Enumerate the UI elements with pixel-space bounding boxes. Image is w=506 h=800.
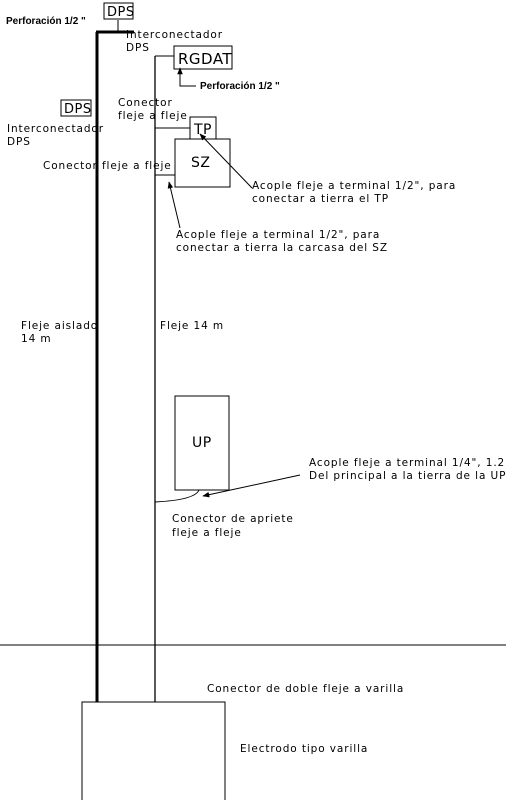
acople-sz-label-1: Acople fleje a terminal 1/2", para: [176, 229, 380, 241]
acople-tp-label-2: conectar a tierra el TP: [252, 193, 389, 205]
up-box: [174, 395, 230, 491]
sz-leader: [167, 181, 181, 229]
acople-up-label-1: Acople fleje a terminal 1/4", 1.2m: [309, 457, 506, 469]
fleje-14-label: Fleje 14 m: [160, 320, 224, 332]
rgdat-box: [173, 45, 233, 70]
rgdat-label: RGDAT: [178, 50, 232, 68]
foundation-outline: [81, 701, 226, 800]
dps-label-1: DPS: [126, 42, 150, 54]
up-label: UP: [192, 435, 212, 451]
apriete-label-2: fleje a fleje: [172, 527, 242, 539]
rgdat-perforation-leader: [177, 67, 196, 87]
fleje-aislado-label-2: 14 m: [21, 333, 52, 345]
dps-top-label: DPS: [107, 5, 135, 20]
up-ground-curve: [154, 489, 200, 503]
interconectador-label-1: Interconectador: [126, 29, 223, 41]
fleje-aislado-label-1: Fleje aislado: [21, 320, 98, 332]
conector-fleje-label: Conector fleje a fleje: [43, 160, 172, 172]
tp-leader: [199, 133, 253, 189]
perforacion-rgdat-label: Perforación 1/2 ": [200, 81, 280, 92]
dps-left-box: [60, 99, 92, 117]
acople-up-label-2: Del principal a la tierra de la UP: [309, 470, 506, 482]
apriete-label-1: Conector de apriete: [172, 513, 294, 525]
conector-label-1: Conector: [118, 97, 173, 109]
perforacion-top-label: Perforación 1/2 ": [6, 16, 86, 27]
tp-label: TP: [193, 122, 212, 138]
doble-fleje-label: Conector de doble fleje a varilla: [207, 683, 404, 695]
dps-label-2: DPS: [7, 136, 31, 148]
acople-tp-label-1: Acople fleje a terminal 1/2", para: [252, 180, 456, 192]
electrodo-label: Electrodo tipo varilla: [240, 743, 368, 755]
up-leader: [202, 474, 301, 498]
dps-top-box: [103, 2, 134, 20]
conector-label-2: fleje a fleje: [118, 110, 188, 122]
acople-sz-label-2: conectar a tierra la carcasa del SZ: [176, 242, 388, 254]
interconectador-label-2: Interconectador: [7, 123, 104, 135]
sz-label: SZ: [191, 155, 210, 171]
dps-left-label: DPS: [64, 102, 92, 117]
